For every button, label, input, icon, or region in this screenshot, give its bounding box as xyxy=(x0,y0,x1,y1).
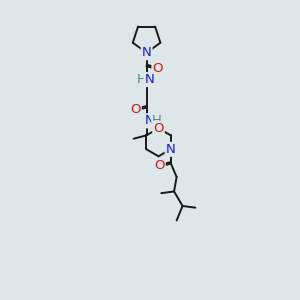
Text: N: N xyxy=(142,46,152,59)
Text: O: O xyxy=(130,103,141,116)
Text: H: H xyxy=(136,73,146,86)
Text: N: N xyxy=(145,114,154,127)
Text: H: H xyxy=(152,114,162,127)
Text: N: N xyxy=(166,143,175,156)
Text: O: O xyxy=(154,159,165,172)
Text: O: O xyxy=(153,122,164,135)
Text: N: N xyxy=(145,73,154,86)
Text: O: O xyxy=(152,61,163,75)
